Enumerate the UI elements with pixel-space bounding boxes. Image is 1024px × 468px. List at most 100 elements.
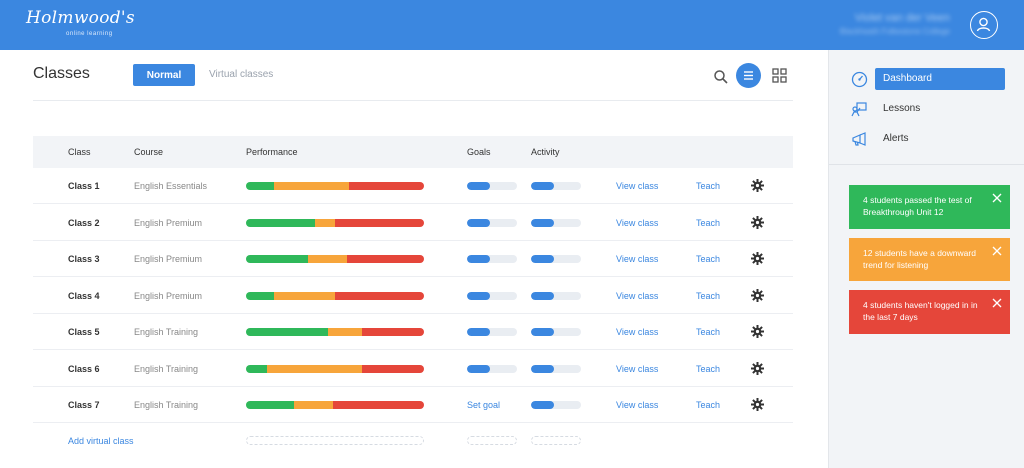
perf-medium-segment [308, 255, 348, 263]
view-class-link[interactable]: View class [616, 181, 659, 191]
teach-link[interactable]: Teach [696, 217, 721, 228]
perf-good-segment [246, 364, 268, 373]
sidebar-divider [829, 164, 1024, 165]
sidebar-item-alerts[interactable]: Alerts [829, 128, 1024, 150]
table-row: Class 6 English Training View class Teac… [33, 351, 793, 387]
sidebar-item-dashboard[interactable]: Dashboard [829, 68, 1024, 90]
gear-icon[interactable] [751, 252, 764, 265]
activity-progress-bar [531, 328, 581, 336]
close-icon[interactable] [992, 246, 1002, 256]
activity-progress-bar [531, 218, 581, 227]
class-name: Class 7 [68, 400, 100, 410]
sidebar-item-label: Lessons [883, 103, 921, 114]
view-class-link[interactable]: View class [616, 254, 659, 264]
perf-medium-segment [274, 182, 350, 190]
alert-card: 4 students haven't logged in in the last… [849, 290, 1010, 334]
class-name: Class 5 [68, 327, 100, 337]
user-avatar-icon[interactable] [970, 11, 998, 39]
perf-bad-segment [361, 328, 424, 336]
perf-bad-segment [347, 255, 424, 263]
class-name: Class 6 [68, 363, 100, 374]
logo-tagline: online learning [66, 31, 113, 37]
alert-card: 12 students have a downward trend for li… [849, 238, 1010, 281]
perf-medium-segment [315, 218, 335, 227]
activity-progress-bar [531, 255, 581, 263]
top-bar: Holmwood's online learning Violet van de… [0, 0, 1024, 50]
perf-medium-segment [274, 291, 335, 300]
search-icon[interactable] [713, 69, 729, 85]
activity-progress-fill [531, 255, 554, 263]
activity-progress-fill [531, 401, 554, 409]
goal-progress-bar [467, 328, 517, 336]
grid-view-icon[interactable] [772, 68, 787, 83]
tab-normal[interactable]: Normal [133, 64, 195, 86]
sidebar-item-label: Dashboard [883, 73, 932, 84]
set-goal-link[interactable]: Set goal [467, 400, 501, 410]
view-class-link[interactable]: View class [616, 290, 659, 301]
perf-medium-segment [267, 364, 362, 373]
course-name: English Essentials [134, 181, 208, 191]
goal-progress-fill [467, 218, 490, 227]
view-class-link[interactable]: View class [616, 400, 659, 410]
sidebar-item-lessons[interactable]: Lessons [829, 98, 1024, 120]
alert-text: 4 students passed the test of Breakthrou… [863, 195, 972, 217]
goal-progress-fill [467, 364, 490, 373]
activity-progress-fill [531, 182, 554, 190]
logo[interactable]: Holmwood's [26, 8, 135, 28]
teach-link[interactable]: Teach [696, 363, 721, 374]
table-row: Class 4 English Premium View class Teach [33, 278, 793, 314]
speedometer-icon [851, 71, 868, 88]
teach-link[interactable]: Teach [696, 327, 721, 337]
activity-progress-fill [531, 364, 554, 373]
goal-placeholder [467, 436, 517, 445]
teach-link[interactable]: Teach [696, 254, 721, 264]
performance-bar [246, 401, 424, 409]
performance-bar [246, 182, 424, 190]
gear-icon[interactable] [751, 398, 764, 411]
teach-link[interactable]: Teach [696, 290, 721, 301]
class-name: Class 2 [68, 217, 100, 228]
title-divider [33, 100, 793, 101]
column-header-activity: Activity [531, 147, 560, 157]
gear-icon[interactable] [751, 179, 764, 192]
teach-link[interactable]: Teach [696, 181, 721, 191]
activity-progress-fill [531, 328, 554, 336]
table-row: Class 5 English Training View class Teac… [33, 314, 793, 350]
performance-bar [246, 364, 424, 373]
activity-progress-bar [531, 364, 581, 373]
performance-bar [246, 255, 424, 263]
performance-bar [246, 328, 424, 336]
add-virtual-class-row: Add virtual class [33, 422, 793, 454]
activity-progress-bar [531, 401, 581, 409]
view-class-link[interactable]: View class [616, 363, 659, 374]
close-icon[interactable] [992, 193, 1002, 203]
view-class-link[interactable]: View class [616, 327, 659, 337]
perf-bad-segment [349, 182, 424, 190]
gear-icon[interactable] [751, 215, 764, 229]
teach-link[interactable]: Teach [696, 400, 721, 410]
close-icon[interactable] [992, 298, 1002, 308]
column-header-course: Course [134, 147, 164, 157]
page-title: Classes [33, 65, 90, 82]
gear-icon[interactable] [751, 361, 764, 375]
perf-good-segment [246, 291, 275, 300]
course-name: English Premium [134, 254, 203, 264]
course-name: English Premium [134, 290, 203, 301]
gear-icon[interactable] [751, 325, 764, 338]
goal-progress-bar [467, 218, 517, 227]
list-view-icon[interactable] [736, 63, 761, 88]
column-header-performance: Performance [246, 147, 298, 157]
goal-progress-bar [467, 364, 517, 373]
goal-progress-fill [467, 291, 490, 300]
goal-progress-fill [467, 255, 490, 263]
performance-bar [246, 218, 424, 227]
perf-medium-segment [294, 401, 334, 409]
view-class-link[interactable]: View class [616, 217, 659, 228]
perf-bad-segment [334, 291, 424, 300]
course-name: English Premium [134, 217, 203, 228]
column-header-goals: Goals [467, 147, 491, 157]
lessons-icon [851, 101, 868, 118]
gear-icon[interactable] [751, 288, 764, 302]
tab-virtual-classes[interactable]: Virtual classes [209, 69, 274, 80]
add-virtual-class-link[interactable]: Add virtual class [68, 436, 134, 446]
